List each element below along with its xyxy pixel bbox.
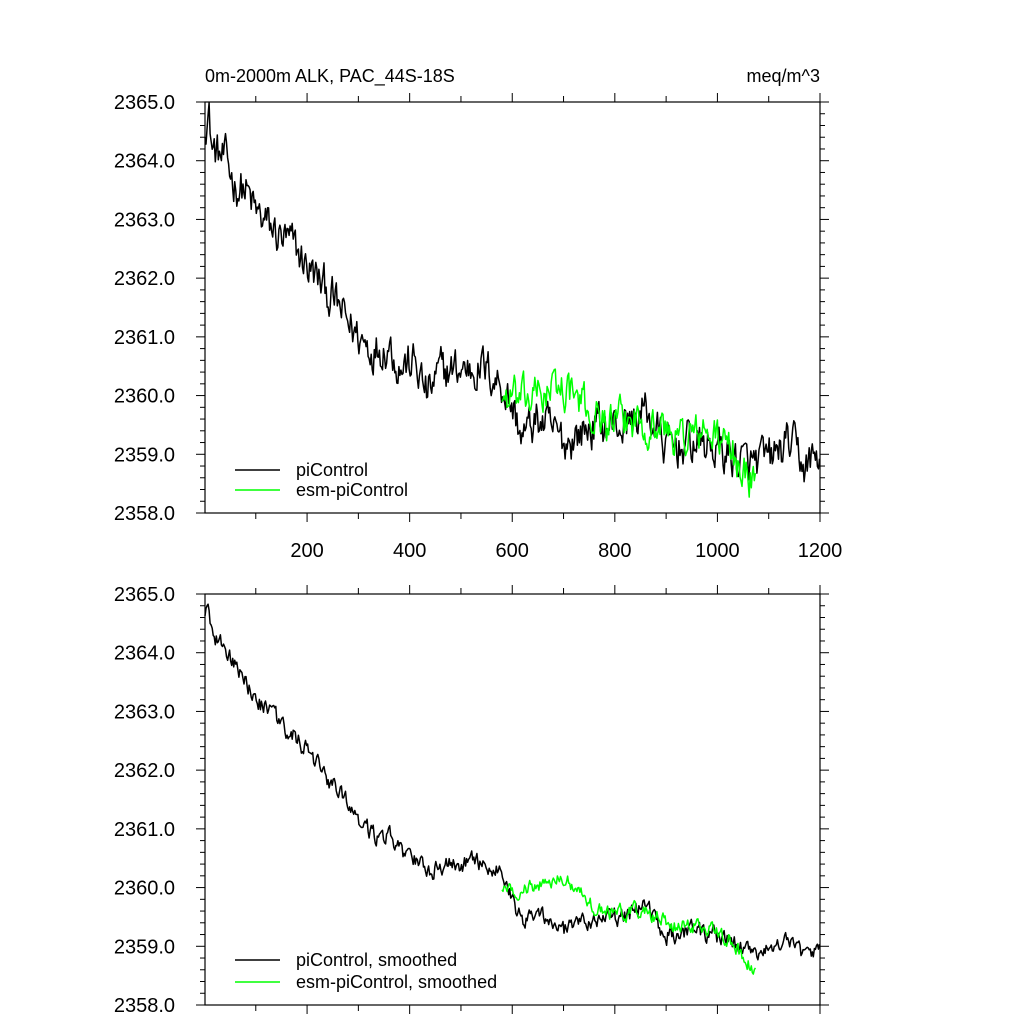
y-tick-label: 2361.0 <box>114 327 175 349</box>
y-tick-label: 2363.0 <box>114 701 175 723</box>
x-tick-label: 600 <box>496 540 529 562</box>
series-line-picontrol-smoothed <box>204 603 821 961</box>
series-line-esm-picontrol-smoothed <box>501 875 757 975</box>
legend-label-esm-picontrol: esm-piControl <box>296 480 408 500</box>
bottom-plot-frame <box>204 593 821 1006</box>
y-tick-label: 2359.0 <box>114 936 175 958</box>
y-tick-label: 2360.0 <box>114 386 175 408</box>
x-tick-label: 1200 <box>798 540 843 562</box>
top-plot-panel: 0m-2000m ALK, PAC_44S-18S meq/m^3 2358.0… <box>114 66 842 562</box>
y-tick-label: 2359.0 <box>114 444 175 466</box>
bottom-tick-marks <box>196 585 829 1014</box>
y-tick-label: 2363.0 <box>114 209 175 231</box>
y-tick-label: 2362.0 <box>114 760 175 782</box>
series-line-esm-picontrol <box>501 368 757 498</box>
y-tick-label: 2360.0 <box>114 878 175 900</box>
y-tick-label: 2358.0 <box>114 995 175 1017</box>
y-tick-label: 2361.0 <box>114 819 175 841</box>
top-plot-frame <box>204 101 821 514</box>
x-tick-label: 1000 <box>695 540 740 562</box>
top-series <box>204 102 821 498</box>
series-line-picontrol <box>204 102 821 483</box>
top-y-tick-labels: 2358.0 2359.0 2360.0 2361.0 2362.0 2363.0 2364… <box>114 92 175 525</box>
x-tick-label: 400 <box>393 540 426 562</box>
y-tick-label: 2365.0 <box>114 92 175 114</box>
chart-title: 0m-2000m ALK, PAC_44S-18S <box>205 66 455 87</box>
units-label: meq/m^3 <box>747 66 820 86</box>
legend-label-esm-picontrol-smoothed: esm-piControl, smoothed <box>296 972 497 992</box>
legend-label-picontrol-smoothed: piControl, smoothed <box>296 950 457 970</box>
x-tick-label: 800 <box>598 540 631 562</box>
legend-label-picontrol: piControl <box>296 460 368 480</box>
y-tick-label: 2358.0 <box>114 503 175 525</box>
y-tick-label: 2362.0 <box>114 268 175 290</box>
y-tick-label: 2365.0 <box>114 584 175 606</box>
y-tick-label: 2364.0 <box>114 151 175 173</box>
bottom-series <box>204 603 821 975</box>
y-tick-label: 2364.0 <box>114 643 175 665</box>
bottom-y-tick-labels: 2358.0 2359.0 2360.0 2361.0 2362.0 2363.0 2364… <box>114 584 175 1017</box>
top-legend: piControl esm-piControl <box>235 460 408 500</box>
top-tick-marks <box>196 93 829 522</box>
x-tick-label: 200 <box>290 540 323 562</box>
top-x-tick-labels: 200 400 600 800 1000 1200 <box>290 540 842 562</box>
bottom-legend: piControl, smoothed esm-piControl, smoot… <box>235 950 497 992</box>
bottom-plot-panel: 2358.0 2359.0 2360.0 2361.0 2362.0 2363.0 2364… <box>114 584 829 1017</box>
